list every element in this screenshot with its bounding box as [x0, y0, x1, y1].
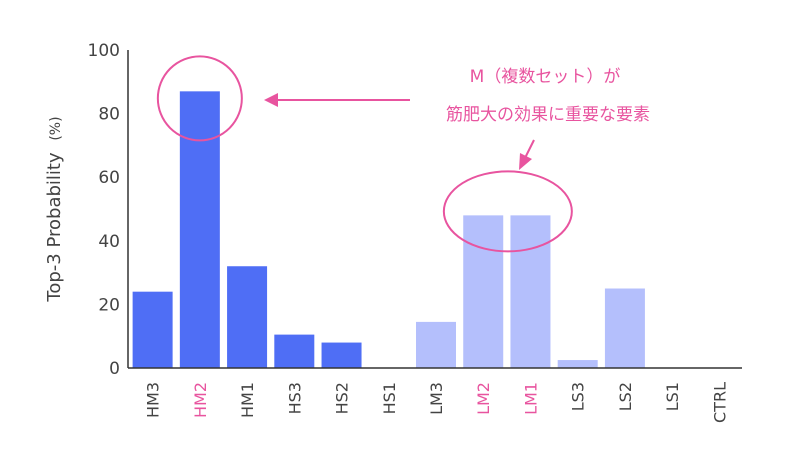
highlight-circle-lm2-lm1 — [442, 170, 573, 253]
x-tick-label: LS3 — [569, 382, 588, 411]
y-tick-label: 40 — [98, 232, 120, 252]
y-axis-ticks: 0 20 40 60 80 100 — [88, 41, 120, 379]
y-axis-label-text: Top-3 Probability — [44, 152, 65, 303]
y-tick-label: 0 — [109, 359, 120, 379]
x-tick-label: LS2 — [616, 382, 635, 411]
bars — [132, 91, 645, 368]
x-tick-label: CTRL — [710, 382, 729, 423]
bar-hm1 — [227, 266, 268, 368]
y-axis-label: Top-3 Probability (%) — [44, 116, 65, 302]
y-tick-label: 100 — [88, 41, 120, 61]
bar-ls3 — [557, 360, 598, 368]
x-tick-label: HS3 — [285, 382, 304, 414]
bar-hm3 — [132, 291, 173, 368]
bar-hs3 — [274, 334, 315, 368]
x-tick-label: HM3 — [144, 382, 163, 418]
x-tick-label: LM3 — [427, 382, 446, 415]
y-tick-label: 60 — [98, 168, 120, 188]
bar-lm3 — [416, 321, 456, 368]
x-tick-label: LM1 — [521, 382, 540, 415]
x-tick-label: HS1 — [380, 382, 399, 414]
y-tick-label: 80 — [98, 105, 120, 125]
x-tick-label: LS1 — [663, 382, 682, 411]
annotation-arrow-left-head — [264, 93, 278, 107]
highlight-circle-hm2 — [156, 55, 243, 142]
x-axis-labels: HM3 HM2 HM1 HS3 HS2 HS1 LM3 LM2 LM1 LS3 LS2 LS1 CTRL — [144, 382, 730, 423]
bar-lm2 — [463, 215, 504, 368]
bar-hm2 — [179, 91, 220, 368]
annotation-arrow-down — [524, 139, 535, 159]
x-tick-label: HS2 — [333, 382, 352, 414]
annotation-text-line2: 筋肥大の効果に重要な要素 — [446, 105, 650, 125]
bar-lm1 — [510, 215, 551, 368]
annotation-text-line1: M（複数セット）が — [470, 67, 621, 87]
annotation-arrow-down-head — [519, 153, 532, 170]
x-tick-label: HM2 — [191, 382, 210, 418]
x-tick-label: HM1 — [238, 382, 257, 418]
x-tick-label: LM2 — [474, 382, 493, 415]
y-axis-label-unit: (%) — [48, 116, 64, 140]
annotations: M（複数セット）が 筋肥大の効果に重要な要素 — [156, 55, 650, 253]
bar-hs2 — [321, 342, 362, 368]
bar-ls2 — [604, 288, 645, 368]
y-tick-label: 20 — [98, 295, 120, 315]
